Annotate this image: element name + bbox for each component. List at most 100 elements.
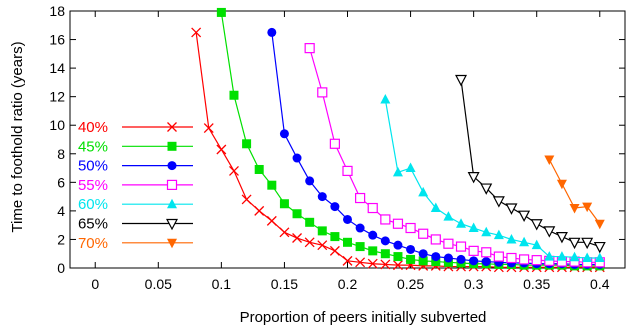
data-point <box>380 214 391 225</box>
data-point <box>582 252 593 263</box>
data-point <box>330 232 340 242</box>
data-point <box>191 27 202 38</box>
data-point <box>455 241 467 252</box>
data-point <box>305 176 315 186</box>
legend-marker <box>167 198 177 209</box>
data-point <box>418 186 429 197</box>
data-point <box>343 237 352 247</box>
series-line <box>460 79 600 248</box>
x-tick-label: 0.35 <box>523 276 550 292</box>
data-point <box>406 244 416 254</box>
data-point <box>330 202 340 212</box>
data-point <box>555 231 568 244</box>
legend-label: 40% <box>78 119 108 136</box>
y-tick-label: 16 <box>49 32 65 48</box>
data-point <box>582 202 593 213</box>
series-0 <box>191 27 605 273</box>
data-point <box>229 165 239 176</box>
legend-marker <box>167 141 177 151</box>
data-point <box>317 226 327 236</box>
data-point <box>355 223 365 233</box>
data-point <box>544 251 555 261</box>
legend-label: 45% <box>78 138 108 155</box>
data-point <box>267 27 277 37</box>
data-point <box>518 254 530 265</box>
data-point <box>254 164 264 174</box>
data-point <box>355 242 365 252</box>
data-point <box>518 210 531 222</box>
data-point <box>279 227 290 238</box>
data-point <box>367 258 378 269</box>
legend-item: 50% <box>78 158 193 175</box>
legend-marker <box>166 179 178 190</box>
data-point <box>216 7 226 17</box>
legend-marker <box>167 161 177 171</box>
data-point <box>506 233 517 244</box>
data-point <box>368 230 378 240</box>
data-point <box>543 226 556 238</box>
series-3 <box>304 43 605 268</box>
data-point <box>405 222 416 234</box>
data-point <box>279 199 289 209</box>
data-point <box>368 246 378 256</box>
data-point <box>242 139 252 149</box>
y-tick-label: 18 <box>49 3 65 19</box>
data-point <box>329 245 340 256</box>
legend-label: 60% <box>78 196 108 213</box>
data-point <box>216 144 227 155</box>
data-point <box>292 209 302 219</box>
data-point <box>229 90 239 100</box>
data-point <box>556 251 567 261</box>
data-point <box>443 253 453 263</box>
legend-item: 40% <box>78 119 193 136</box>
data-point <box>431 252 441 262</box>
data-point <box>569 251 580 262</box>
data-point <box>492 196 505 208</box>
series-layer <box>191 7 606 273</box>
series-line <box>384 99 600 259</box>
data-point <box>380 236 390 246</box>
plot-frame <box>69 10 626 269</box>
x-tick-label: 0 <box>91 276 99 292</box>
data-point <box>493 251 504 262</box>
series-6 <box>544 155 605 230</box>
data-point <box>266 215 277 226</box>
legend-marker <box>166 218 178 231</box>
data-point <box>456 218 467 228</box>
data-point <box>380 249 390 259</box>
data-point <box>455 74 468 87</box>
legend-label: 65% <box>78 216 108 233</box>
data-point <box>456 254 466 264</box>
data-point <box>393 252 403 262</box>
legend-item: 60% <box>78 196 193 213</box>
x-tick-label: 0.2 <box>338 276 358 292</box>
data-point <box>355 257 366 268</box>
x-tick-label: 0.4 <box>590 276 610 292</box>
data-point <box>469 256 479 266</box>
series-5 <box>455 74 606 254</box>
series-4 <box>380 94 605 263</box>
data-point <box>581 237 594 250</box>
data-point <box>430 234 441 245</box>
data-point <box>304 43 315 54</box>
y-tick-label: 12 <box>49 89 65 105</box>
data-point <box>393 240 403 250</box>
legend-marker <box>167 238 177 249</box>
y-tick-label: 8 <box>57 146 65 162</box>
data-point <box>380 259 391 270</box>
series-line <box>548 159 601 225</box>
data-point <box>405 162 416 173</box>
legend-item: 45% <box>78 138 193 155</box>
data-point <box>305 217 315 227</box>
data-point <box>519 236 530 247</box>
data-point <box>568 237 581 250</box>
legend: 40% 45% 50% 55% 60% 65% 70% <box>78 119 193 252</box>
data-point <box>593 241 606 254</box>
data-point <box>531 239 542 250</box>
legend-item: 65% <box>78 216 193 233</box>
data-point <box>355 192 366 204</box>
data-point <box>468 245 479 256</box>
data-point <box>241 194 252 205</box>
data-point <box>418 256 428 266</box>
